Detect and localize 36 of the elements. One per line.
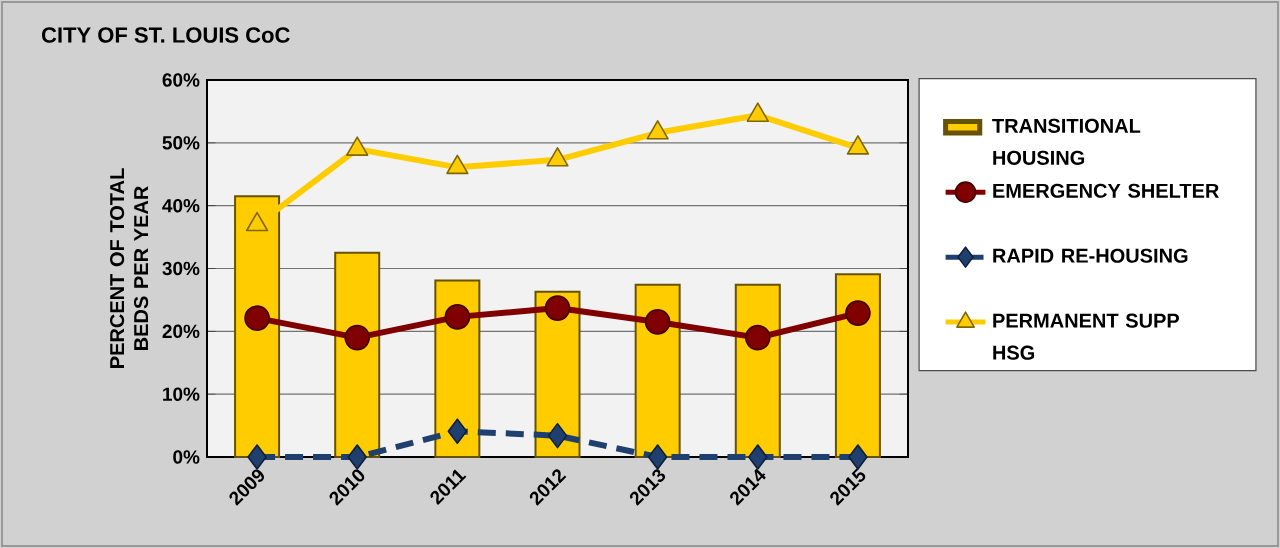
point [647,444,668,470]
point [346,136,369,156]
y-tick-label: 40% [162,198,200,213]
bar [334,251,381,459]
point [848,444,868,470]
point [244,305,270,331]
bar [834,273,881,459]
point [747,444,768,470]
point [746,102,769,122]
y-tick-label: 0% [173,450,200,464]
point [444,304,471,330]
point [347,444,368,470]
legend-label: TRANSITIONAL HOUSING [992,118,1141,165]
point [544,295,571,321]
point [546,147,569,167]
point [447,418,468,445]
point [846,135,870,155]
y-tick-label: 50% [162,136,200,150]
point [646,119,669,140]
point [344,324,371,351]
point [446,154,469,175]
y-tick-label: 30% [162,261,200,276]
legend-label: RAPID RE-HOUSING [993,248,1188,263]
legend-label: EMERGENCY SHELTER [993,183,1219,198]
y-tick-label: 20% [162,324,200,339]
point [845,300,871,326]
point [245,211,269,232]
legend-label: PERMANENT SUPP HSG [993,313,1180,360]
point [247,444,267,470]
point [744,324,771,351]
y-tick-label: 10% [163,387,200,401]
y-axis-title: PERCENT OF TOTAL BEDS PER YEAR [110,168,149,368]
chart-title: CITY OF ST. LOUIS CoC [41,27,290,43]
point [644,309,671,335]
y-tick-label: 60% [162,73,200,87]
point [547,422,568,449]
